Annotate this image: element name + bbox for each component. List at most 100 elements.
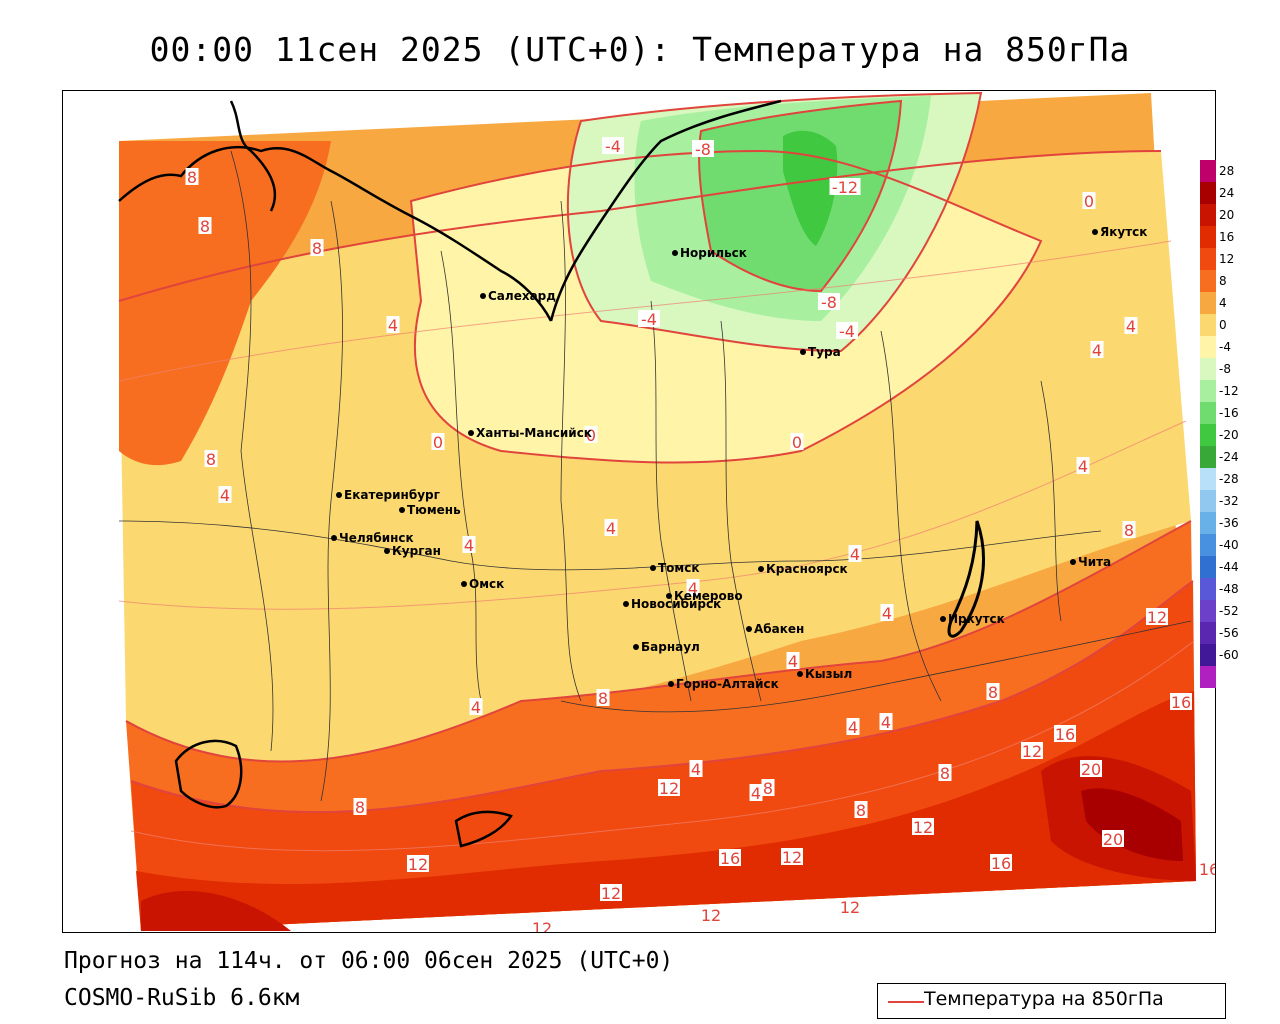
contour-label-bg xyxy=(790,433,804,450)
contour-label-bg xyxy=(1080,760,1102,777)
contour-label-bg xyxy=(836,322,858,339)
color-scale-tick: -44 xyxy=(1219,560,1239,574)
color-scale-tick: -48 xyxy=(1219,582,1239,596)
city-label: Тура xyxy=(808,345,841,359)
contour-label-bg xyxy=(462,536,476,553)
band-west-8 xyxy=(119,141,331,466)
city-dot xyxy=(633,644,639,650)
color-scale-tick: 16 xyxy=(1219,230,1235,244)
color-scale-segment xyxy=(1200,380,1216,403)
color-scale-tick: -24 xyxy=(1219,450,1239,464)
contour-label-bg xyxy=(1146,608,1168,625)
contour-label: -8 xyxy=(821,293,837,312)
contour-label-bg xyxy=(880,604,894,621)
color-scale-segment xyxy=(1200,622,1216,645)
contour-label: 16 xyxy=(1171,693,1191,712)
color-scale-tick: -8 xyxy=(1219,362,1231,376)
contour-label: 4 xyxy=(1126,317,1136,336)
contour-label-bg xyxy=(386,316,400,333)
city-label: Красноярск xyxy=(766,562,848,576)
color-scale-segment xyxy=(1200,160,1216,183)
contour-label-bg xyxy=(990,854,1012,871)
contour-label-bg xyxy=(1170,693,1192,710)
color-scale-segment xyxy=(1200,336,1216,359)
city-dot xyxy=(623,601,629,607)
contour-label-bg xyxy=(818,293,840,310)
contour-label-bg xyxy=(700,906,722,923)
contour-label-bg xyxy=(854,801,868,818)
color-scale-tick: 28 xyxy=(1219,164,1235,178)
contour-label-bg xyxy=(1122,521,1136,538)
contour-label: -4 xyxy=(641,310,657,329)
city-dot xyxy=(666,593,672,599)
color-scale-tick: -12 xyxy=(1219,384,1239,398)
city-label: Салехард xyxy=(488,289,556,303)
color-scale-segment xyxy=(1200,270,1216,293)
color-scale-tick: -16 xyxy=(1219,406,1239,420)
legend-line-swatch xyxy=(888,1001,924,1003)
color-scale-segment xyxy=(1200,204,1216,227)
contour-label-bg xyxy=(848,545,862,562)
contour-label: 8 xyxy=(187,168,197,187)
contour-label-bg xyxy=(719,849,741,866)
contour-label: 4 xyxy=(1092,341,1102,360)
contour-label: 12 xyxy=(601,884,621,903)
city-dot xyxy=(746,626,752,632)
color-scale-tick: -60 xyxy=(1219,648,1239,662)
contour-label-bg xyxy=(829,178,861,195)
city-dot xyxy=(1092,229,1098,235)
contour-label: 20 xyxy=(1103,830,1123,849)
color-scale-segment xyxy=(1200,490,1216,513)
city-dot xyxy=(331,535,337,541)
city-label: Чита xyxy=(1078,555,1111,569)
contour-label-bg xyxy=(658,779,680,796)
color-scale-tick: -4 xyxy=(1219,340,1231,354)
city-label: Иркутск xyxy=(948,612,1005,626)
color-scale-tick: -52 xyxy=(1219,604,1239,618)
contour-label: 16 xyxy=(1055,725,1075,744)
contour-label: 12 xyxy=(1147,608,1167,627)
contour-label-bg xyxy=(686,579,700,596)
city-dot xyxy=(800,349,806,355)
contour-label-bg xyxy=(469,698,483,715)
color-scale-segment xyxy=(1200,578,1216,601)
contour-label: 12 xyxy=(701,906,721,925)
contour-label: 12 xyxy=(913,818,933,837)
contour-label-bg xyxy=(781,848,803,865)
contour-label: -8 xyxy=(695,140,711,159)
color-scale-tick: 12 xyxy=(1219,252,1235,266)
city-label: Барнаул xyxy=(641,640,700,654)
color-scale-tick: -56 xyxy=(1219,626,1239,640)
contour-label-bg xyxy=(912,818,934,835)
color-scale-segment xyxy=(1200,666,1216,689)
contour-label-bg xyxy=(638,310,660,327)
contour-label: 4 xyxy=(388,316,398,335)
contour-label: 8 xyxy=(940,764,950,783)
contour-label-bg xyxy=(749,784,763,801)
color-scale xyxy=(1200,160,1216,689)
contour-label-bg xyxy=(938,764,952,781)
contour-label-bg xyxy=(431,433,445,450)
city-dot xyxy=(480,293,486,299)
city-dot xyxy=(940,616,946,622)
contour-label: 8 xyxy=(206,450,216,469)
city-label: Кызыл xyxy=(805,667,852,681)
contour-label-bg xyxy=(1102,830,1124,847)
contour-label: 4 xyxy=(788,652,798,671)
color-scale-segment xyxy=(1200,248,1216,271)
color-scale-segment xyxy=(1200,468,1216,491)
contour-label: -12 xyxy=(832,178,858,197)
contour-label-bg xyxy=(986,683,1000,700)
city-label: Курган xyxy=(392,544,441,558)
color-scale-tick: -28 xyxy=(1219,472,1239,486)
contour-label: 12 xyxy=(659,779,679,798)
color-scale-segment xyxy=(1200,556,1216,579)
city-label: Новосибирск xyxy=(631,597,721,611)
color-scale-segment xyxy=(1200,534,1216,557)
contour-label-bg xyxy=(602,137,624,154)
contour-label-bg xyxy=(198,217,212,234)
contour-label: 12 xyxy=(840,898,860,917)
contour-label-bg xyxy=(1054,725,1076,742)
